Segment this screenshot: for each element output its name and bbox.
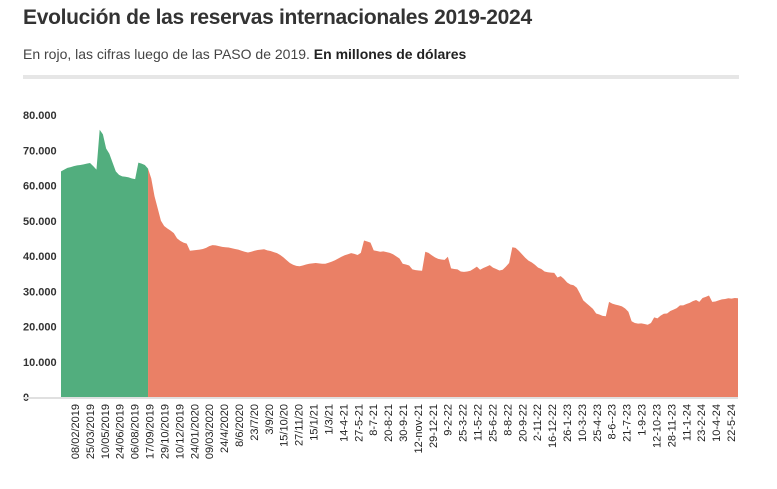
x-tick-label: 30-9-21 (398, 404, 410, 442)
y-tick-label: 60.000 (23, 181, 57, 193)
x-tick-label: 24/06/2019 (115, 404, 127, 459)
x-tick-label: 14-4-21 (338, 404, 350, 442)
x-tick-label: 08/02/2019 (70, 404, 82, 459)
x-tick-label: 25-3-22 (458, 404, 470, 442)
x-tick-label: 12-nov-21 (413, 404, 425, 454)
y-axis: 010.00020.00030.00040.00050.00060.00070.… (23, 110, 57, 404)
x-tick-label: 10/05/2019 (100, 404, 112, 459)
x-tick-label: 12-10-23 (652, 404, 664, 448)
x-tick-label: 25-6-22 (488, 404, 500, 442)
y-tick-label: 50.000 (23, 216, 57, 228)
area-post-paso (148, 168, 739, 397)
x-tick-label: 17/09/2019 (145, 404, 157, 459)
x-tick-label: 8/6/2020 (234, 404, 246, 447)
x-tick-label: 1-9-23 (637, 404, 649, 436)
x-tick-label: 9-2-22 (443, 404, 455, 436)
x-tick-label: 24/01/2020 (189, 404, 201, 459)
chart-subtitle: En rojo, las cifras luego de las PASO de… (23, 46, 466, 62)
x-tick-label: 06/08/2019 (130, 404, 142, 459)
x-tick-label: 25/03/2019 (85, 404, 97, 459)
x-tick-label: 8-6--23 (607, 404, 619, 439)
x-tick-label: 2-11-22 (532, 404, 544, 441)
chart-title: Evolución de las reservas internacionale… (23, 6, 532, 29)
x-tick-label: 20-8-21 (383, 404, 395, 442)
y-tick-label: 40.000 (23, 251, 57, 263)
x-tick-label: 23/7/20 (249, 404, 261, 441)
x-tick-label: 22-5-24 (726, 404, 738, 442)
x-tick-label: 21-7-23 (622, 404, 634, 442)
x-tick-label: 15/1/21 (309, 404, 321, 441)
y-tick-label: 70.000 (23, 145, 57, 157)
x-tick-label: 26-1-23 (562, 404, 574, 442)
area-series (61, 129, 739, 397)
x-tick-label: 09/03/2020 (204, 404, 216, 459)
x-tick-label: 20-9-22 (517, 404, 529, 442)
x-tick-label: 11-1-24 (681, 404, 693, 441)
x-tick-label: 25-4-23 (592, 404, 604, 442)
x-tick-label: 16-12-22 (547, 404, 559, 448)
header-divider (23, 75, 739, 79)
x-tick-label: 8-7-21 (368, 404, 380, 436)
y-tick-label: 30.000 (23, 286, 57, 298)
x-tick-label: 10-4-24 (711, 404, 723, 442)
x-tick-label: 1/3/21 (324, 404, 336, 435)
x-tick-label: 10/12/2019 (174, 404, 186, 459)
x-tick-label: 10-3-23 (577, 404, 589, 442)
x-tick-label: 8-8-22 (502, 404, 514, 436)
x-tick-label: 24/4/2020 (219, 404, 231, 453)
x-axis: 08/02/2019 25/03/2019 10/05/2019 24/06/2019… (70, 404, 738, 459)
subtitle-plain: En rojo, las cifras luego de las PASO de… (23, 46, 314, 62)
y-tick-label: 20.000 (23, 322, 57, 334)
x-tick-label: 15/10/20 (279, 404, 291, 447)
x-tick-label: 3/9/20 (264, 404, 276, 435)
x-tick-label: 27-5-21 (353, 404, 365, 442)
y-tick-label: 80.000 (23, 110, 57, 122)
x-tick-label: 11-5-22 (473, 404, 485, 441)
y-tick-label: 10.000 (23, 357, 57, 369)
area-pre-paso (61, 129, 149, 397)
x-tick-label: 29/10/2019 (160, 404, 172, 459)
x-tick-label: 28-11-23 (666, 404, 678, 447)
subtitle-units: En millones de dólares (313, 46, 467, 62)
x-tick-label: 27/11/20 (294, 404, 306, 446)
x-tick-label: 23-2-24 (696, 404, 708, 442)
x-tick-label: 29-12-21 (428, 404, 440, 448)
